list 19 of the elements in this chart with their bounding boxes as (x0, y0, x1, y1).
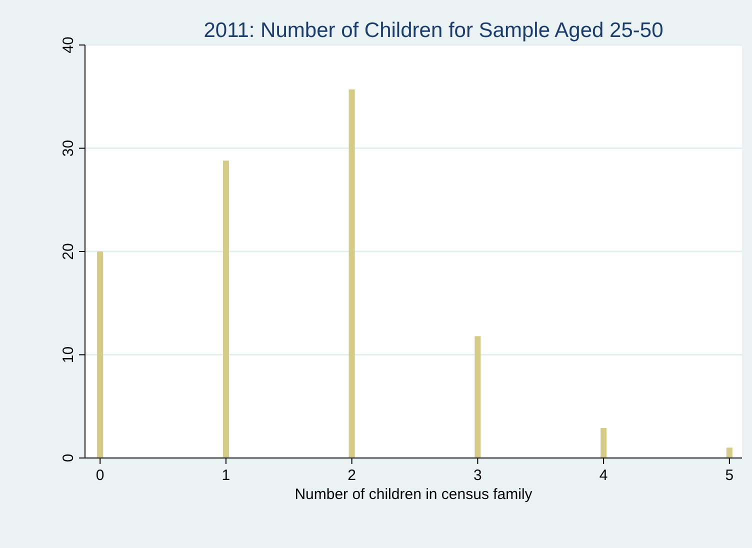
y-tick-label: 10 (60, 346, 77, 364)
x-tick-label: 3 (474, 467, 482, 484)
bar (474, 336, 481, 458)
bar (726, 448, 732, 458)
y-tick-label: 40 (60, 36, 77, 54)
bar (222, 160, 229, 458)
bar (600, 428, 607, 458)
x-tick-label: 4 (599, 467, 608, 484)
x-tick-label: 1 (222, 467, 230, 484)
bar (97, 252, 104, 458)
chart-title: 2011: Number of Children for Sample Aged 25-50 (204, 19, 664, 42)
y-tick-label: 30 (60, 140, 77, 157)
x-tick-label: 2 (348, 467, 356, 484)
x-tick-label: 5 (725, 467, 734, 484)
x-tick-label: 0 (96, 467, 104, 484)
y-tick-label: 20 (60, 243, 77, 260)
x-axis-title: Number of children in census family (294, 486, 533, 503)
y-tick-label: 0 (60, 454, 77, 462)
bar (348, 89, 355, 458)
